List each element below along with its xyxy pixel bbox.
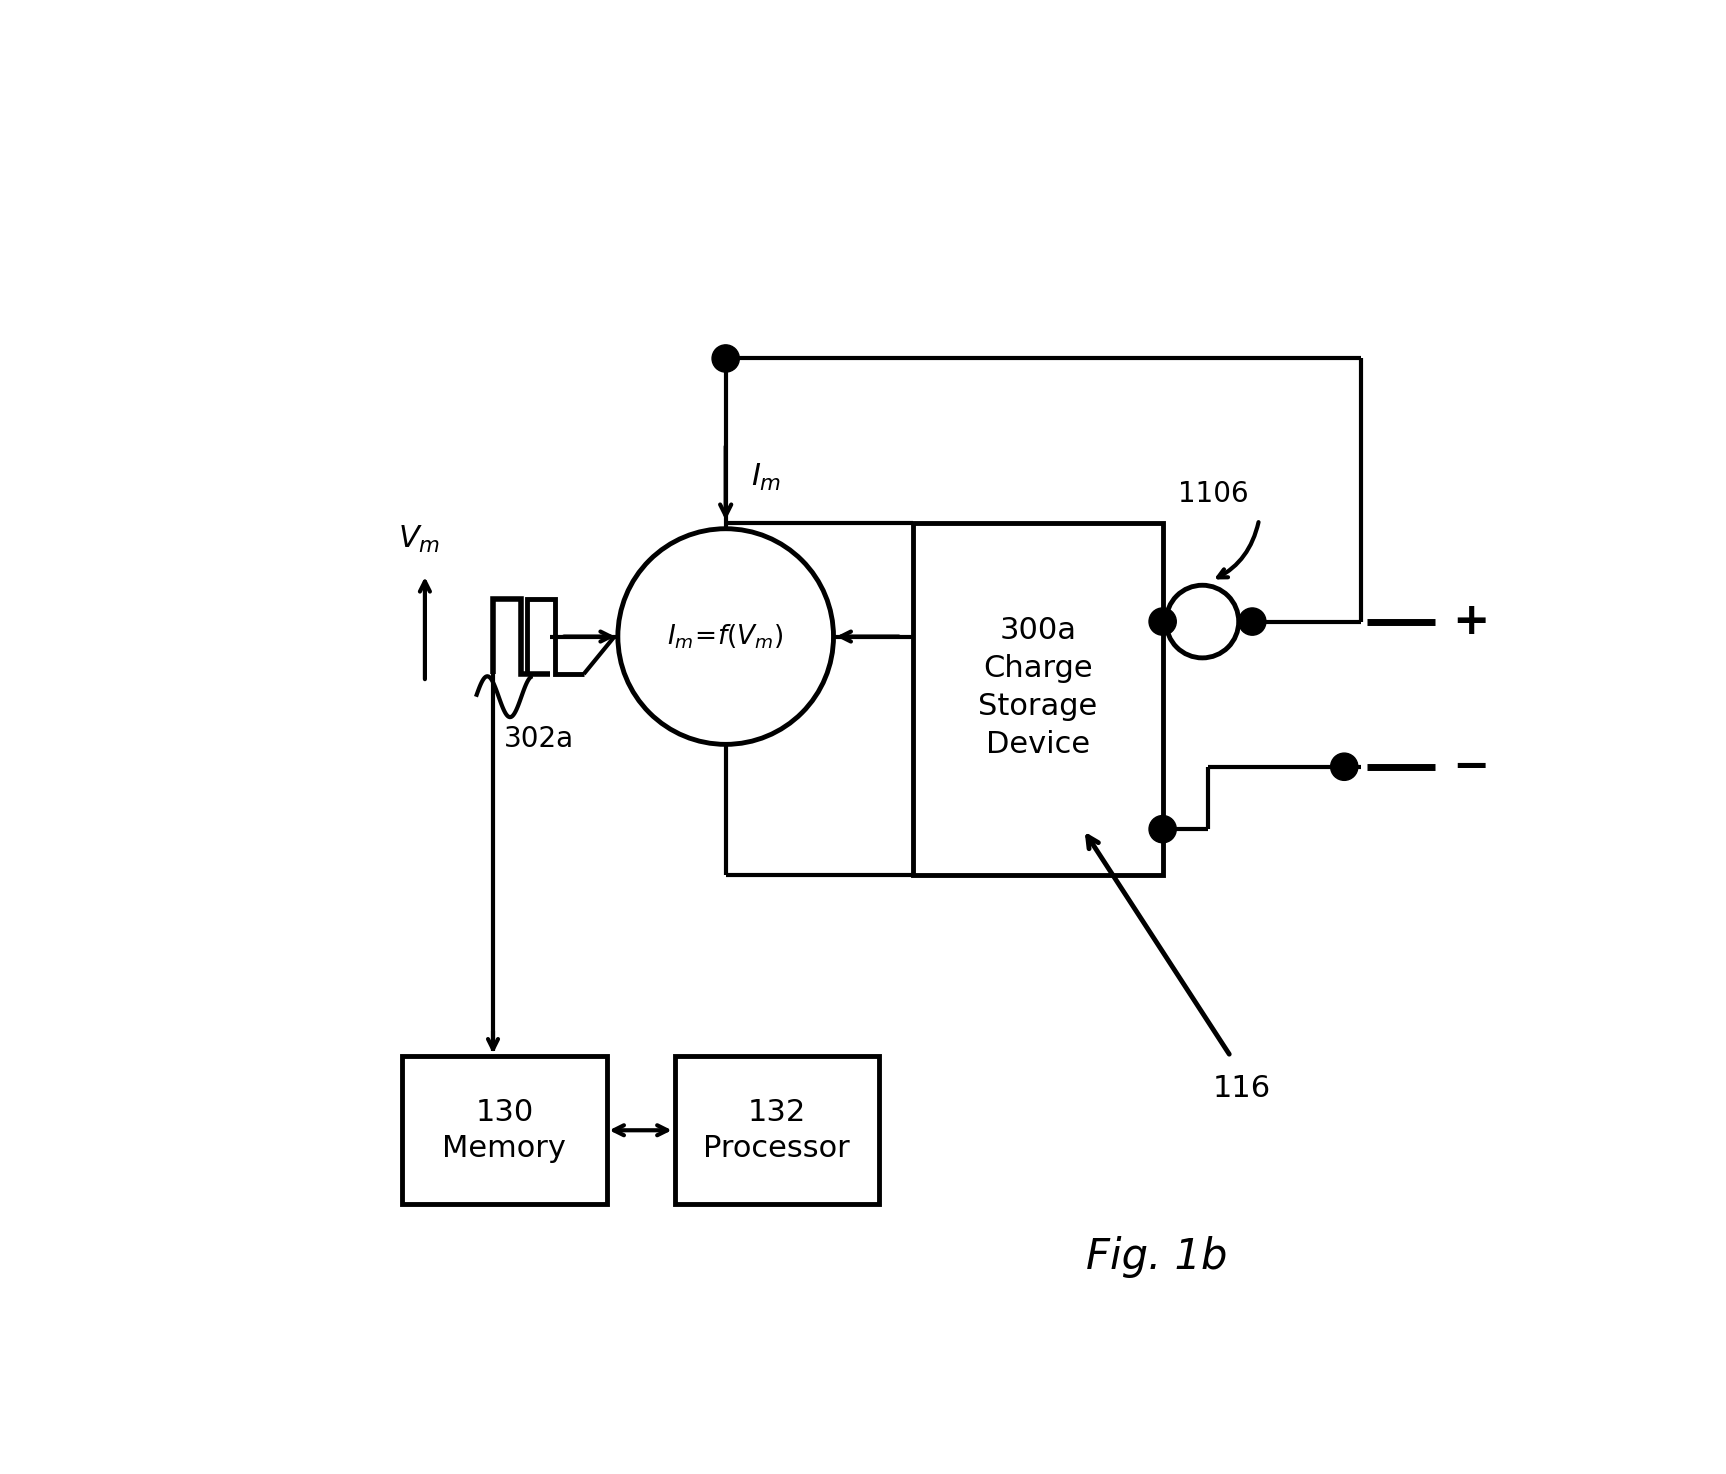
- Text: $I_m$: $I_m$: [751, 463, 780, 494]
- Text: −: −: [1452, 746, 1490, 789]
- Circle shape: [1239, 607, 1265, 635]
- Text: +: +: [1452, 600, 1490, 643]
- Bar: [913, 523, 1163, 876]
- Circle shape: [713, 345, 739, 371]
- Text: 132
Processor: 132 Processor: [704, 1098, 851, 1163]
- Text: $I_m\!=\!f(V_m)$: $I_m\!=\!f(V_m)$: [668, 622, 784, 652]
- Text: 1106: 1106: [1179, 481, 1250, 509]
- Text: Fig. 1b: Fig. 1b: [1086, 1237, 1227, 1278]
- Text: 130
Memory: 130 Memory: [442, 1098, 566, 1163]
- Circle shape: [1331, 753, 1358, 780]
- Text: 116: 116: [1213, 1073, 1270, 1103]
- Text: 302a: 302a: [504, 725, 575, 753]
- Text: $V_m$: $V_m$: [399, 523, 440, 554]
- Circle shape: [1150, 607, 1175, 635]
- Text: 300a
Charge
Storage
Device: 300a Charge Storage Device: [979, 616, 1098, 759]
- Bar: [402, 1057, 606, 1204]
- Bar: [675, 1057, 879, 1204]
- Circle shape: [1150, 815, 1175, 843]
